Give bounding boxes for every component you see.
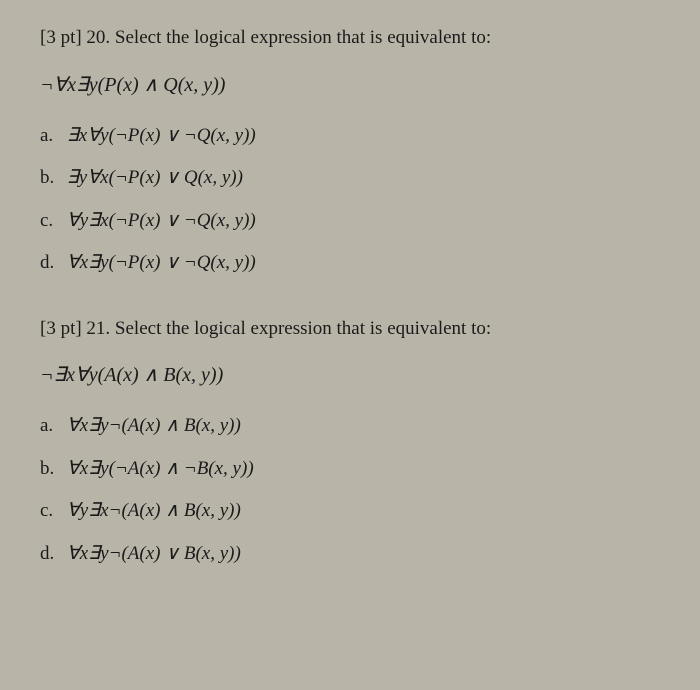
option-expression: ∀x∃y¬(A(x) ∧ B(x, y)) xyxy=(67,415,241,436)
option-label: b. xyxy=(40,455,62,484)
question-21: [3 pt] 21. Select the logical expression… xyxy=(40,316,660,569)
question-20: [3 pt] 20. Select the logical expression… xyxy=(40,25,660,278)
option-a: a. ∀x∃y¬(A(x) ∧ B(x, y)) xyxy=(40,412,660,441)
option-label: a. xyxy=(40,122,62,151)
options-list: a. ∃x∀y(¬P(x) ∨ ¬Q(x, y)) b. ∃y∀x(¬P(x) … xyxy=(40,122,660,278)
option-d: d. ∀x∃y¬(A(x) ∨ B(x, y)) xyxy=(40,540,660,569)
option-label: d. xyxy=(40,249,62,278)
question-expression: ¬∃x∀y(A(x) ∧ B(x, y)) xyxy=(40,362,660,387)
option-label: b. xyxy=(40,164,62,193)
option-expression: ∀y∃x¬(A(x) ∧ B(x, y)) xyxy=(67,500,241,521)
option-expression: ∀y∃x(¬P(x) ∨ ¬Q(x, y)) xyxy=(67,210,256,231)
option-expression: ∀x∃y¬(A(x) ∨ B(x, y)) xyxy=(67,543,241,564)
option-expression: ∃y∀x(¬P(x) ∨ Q(x, y)) xyxy=(67,167,243,188)
option-expression: ∀x∃y(¬P(x) ∨ ¬Q(x, y)) xyxy=(67,252,256,273)
option-c: c. ∀y∃x(¬P(x) ∨ ¬Q(x, y)) xyxy=(40,207,660,236)
option-label: c. xyxy=(40,207,62,236)
option-a: a. ∃x∀y(¬P(x) ∨ ¬Q(x, y)) xyxy=(40,122,660,151)
option-expression: ∀x∃y(¬A(x) ∧ ¬B(x, y)) xyxy=(67,458,254,479)
option-label: d. xyxy=(40,540,62,569)
option-label: c. xyxy=(40,497,62,526)
option-c: c. ∀y∃x¬(A(x) ∧ B(x, y)) xyxy=(40,497,660,526)
option-label: a. xyxy=(40,412,62,441)
option-b: b. ∀x∃y(¬A(x) ∧ ¬B(x, y)) xyxy=(40,455,660,484)
option-expression: ∃x∀y(¬P(x) ∨ ¬Q(x, y)) xyxy=(67,125,256,146)
options-list: a. ∀x∃y¬(A(x) ∧ B(x, y)) b. ∀x∃y(¬A(x) ∧… xyxy=(40,412,660,568)
question-header: [3 pt] 21. Select the logical expression… xyxy=(40,316,660,343)
question-expression: ¬∀x∃y(P(x) ∧ Q(x, y)) xyxy=(40,72,660,97)
question-header: [3 pt] 20. Select the logical expression… xyxy=(40,25,660,52)
option-d: d. ∀x∃y(¬P(x) ∨ ¬Q(x, y)) xyxy=(40,249,660,278)
option-b: b. ∃y∀x(¬P(x) ∨ Q(x, y)) xyxy=(40,164,660,193)
